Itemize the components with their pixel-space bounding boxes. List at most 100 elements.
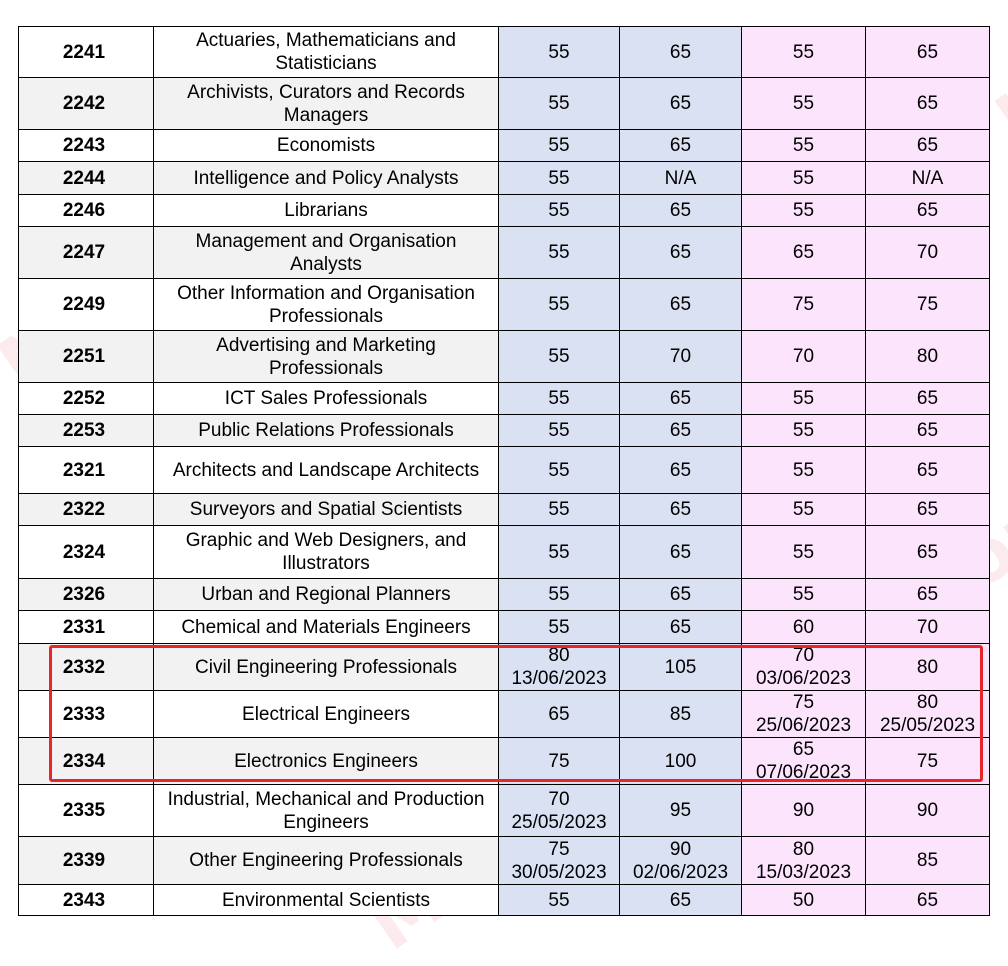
score-col-2: 65 xyxy=(619,446,742,494)
occupation-name-value: Intelligence and Policy Analysts xyxy=(193,167,459,189)
occupation-name: Environmental Scientists xyxy=(153,884,499,916)
score-col-3: 55 xyxy=(741,26,866,78)
occupation-code: 2343 xyxy=(18,884,154,916)
occupation-name: Electrical Engineers xyxy=(153,690,499,738)
score-col-2-value: 65 xyxy=(669,93,692,114)
occupation-code: 2247 xyxy=(18,226,154,279)
score-col-4: 70 xyxy=(865,610,990,644)
score-col-3: 75 25/06/2023 xyxy=(741,690,866,738)
score-col-4: 65 xyxy=(865,26,990,78)
occupation-code-value: 2242 xyxy=(62,93,106,114)
score-col-1-value: 55 xyxy=(548,584,570,605)
score-col-4-date: 25/05/2023 xyxy=(879,715,976,736)
score-col-4-value: 90 xyxy=(916,800,939,821)
score-col-4-value: 65 xyxy=(916,135,939,156)
score-col-4-value: 65 xyxy=(916,889,939,911)
table-row: 2243 Economists 55 65 55 65 xyxy=(18,129,990,162)
score-col-2: 90 02/06/2023 xyxy=(619,836,742,885)
score-col-2-value: 65 xyxy=(669,889,692,911)
score-col-4-value: 65 xyxy=(916,41,939,63)
score-col-1-value: 55 xyxy=(548,346,570,367)
score-col-1: 55 xyxy=(498,884,620,916)
score-col-4-value: 65 xyxy=(916,93,939,114)
table-row: 2335 Industrial, Mechanical and Productio… xyxy=(18,784,990,837)
score-col-3-value: 55 xyxy=(792,200,815,221)
occupation-name-value: Other Information and Organisation Profe… xyxy=(177,282,475,327)
score-col-3-value: 55 xyxy=(792,541,815,563)
occupation-code: 2332 xyxy=(18,643,154,691)
score-col-2-value: N/A xyxy=(664,167,697,189)
table-row: 2322 Surveyors and Spatial Scientists 55 65… xyxy=(18,493,990,526)
score-col-4: 80 xyxy=(865,330,990,383)
score-col-1-value: 55 xyxy=(548,388,570,409)
occupation-code: 2333 xyxy=(18,690,154,738)
score-col-1-value: 55 xyxy=(548,93,570,114)
score-col-1: 55 xyxy=(498,414,620,447)
score-col-3: 55 xyxy=(741,446,866,494)
occupation-name-value: Management and Organisation Analysts xyxy=(195,230,457,275)
occupation-code: 2322 xyxy=(18,493,154,526)
score-col-1-date: 30/05/2023 xyxy=(511,861,607,883)
occupation-name: Management and Organisation Analysts xyxy=(153,226,499,279)
score-col-2-value: 65 xyxy=(669,420,692,441)
score-col-1: 55 xyxy=(498,525,620,579)
score-col-2: N/A xyxy=(619,161,742,195)
score-col-2: 70 xyxy=(619,330,742,383)
table-row: 2339 Other Engineering Professionals 75 30/… xyxy=(18,836,990,885)
table-row: 2252 ICT Sales Professionals 55 65 55 65 xyxy=(18,382,990,415)
score-col-1: 80 13/06/2023 xyxy=(498,643,620,691)
score-col-4-value: 65 xyxy=(916,584,939,605)
score-col-3: 55 xyxy=(741,129,866,162)
score-col-3: 55 xyxy=(741,414,866,447)
occupation-name-value: Civil Engineering Professionals xyxy=(195,656,457,678)
score-col-2-value: 95 xyxy=(669,800,692,821)
score-col-1-value: 55 xyxy=(548,541,570,563)
score-col-3-value: 75 xyxy=(792,692,815,713)
score-col-4-value: 85 xyxy=(916,850,939,871)
score-col-1-value: 55 xyxy=(548,135,570,156)
occupation-name-value: Public Relations Professionals xyxy=(198,420,454,441)
score-col-2-value: 65 xyxy=(669,242,692,263)
table-row: 2333 Electrical Engineers 65 85 75 25/06/2023… xyxy=(18,690,990,738)
score-col-2-value: 65 xyxy=(669,459,692,481)
score-col-3-value: 70 xyxy=(792,346,815,367)
score-col-1: 55 xyxy=(498,194,620,227)
occupation-code-value: 2252 xyxy=(62,388,106,409)
table-row: 2332 Civil Engineering Professionals 80 13/… xyxy=(18,643,990,691)
score-col-4: 65 xyxy=(865,446,990,494)
score-col-3: 60 xyxy=(741,610,866,644)
score-col-3-value: 55 xyxy=(792,499,815,520)
score-col-3-value: 55 xyxy=(792,388,815,409)
score-col-4-value: 80 xyxy=(916,692,939,713)
score-col-2-value: 85 xyxy=(669,703,692,725)
table-row: 2334 Electronics Engineers 75 100 65 07/06/20… xyxy=(18,737,990,785)
occupation-name-value: Electronics Engineers xyxy=(234,750,418,772)
occupation-code: 2335 xyxy=(18,784,154,837)
score-col-4-value: 65 xyxy=(916,200,939,221)
occupation-code-value: 2334 xyxy=(62,750,106,772)
table-row: 2326 Urban and Regional Planners 55 65 55 65 xyxy=(18,578,990,611)
score-col-2: 95 xyxy=(619,784,742,837)
score-col-4-value: 70 xyxy=(916,616,939,638)
occupation-name: Surveyors and Spatial Scientists xyxy=(153,493,499,526)
score-col-2-value: 65 xyxy=(669,41,692,63)
table-body: 2241 Actuaries, Mathematicians and Statis… xyxy=(18,26,990,916)
score-col-4-value: 65 xyxy=(916,388,939,409)
score-col-1: 55 xyxy=(498,26,620,78)
score-col-1-value: 55 xyxy=(548,167,570,189)
score-col-3-value: 65 xyxy=(792,739,815,760)
score-col-3-value: 75 xyxy=(792,294,815,315)
score-col-1: 55 xyxy=(498,382,620,415)
score-col-3: 90 xyxy=(741,784,866,837)
occupation-code: 2242 xyxy=(18,77,154,130)
score-col-2-value: 65 xyxy=(669,499,692,520)
score-col-3: 55 xyxy=(741,161,866,195)
score-col-3: 55 xyxy=(741,493,866,526)
score-col-1: 70 25/05/2023 xyxy=(498,784,620,837)
score-col-4-value: 75 xyxy=(916,750,939,772)
occupation-name: Librarians xyxy=(153,194,499,227)
score-col-1-value: 55 xyxy=(548,616,570,638)
occupation-code-value: 2241 xyxy=(62,41,106,63)
occupation-code: 2244 xyxy=(18,161,154,195)
score-col-3: 75 xyxy=(741,278,866,331)
